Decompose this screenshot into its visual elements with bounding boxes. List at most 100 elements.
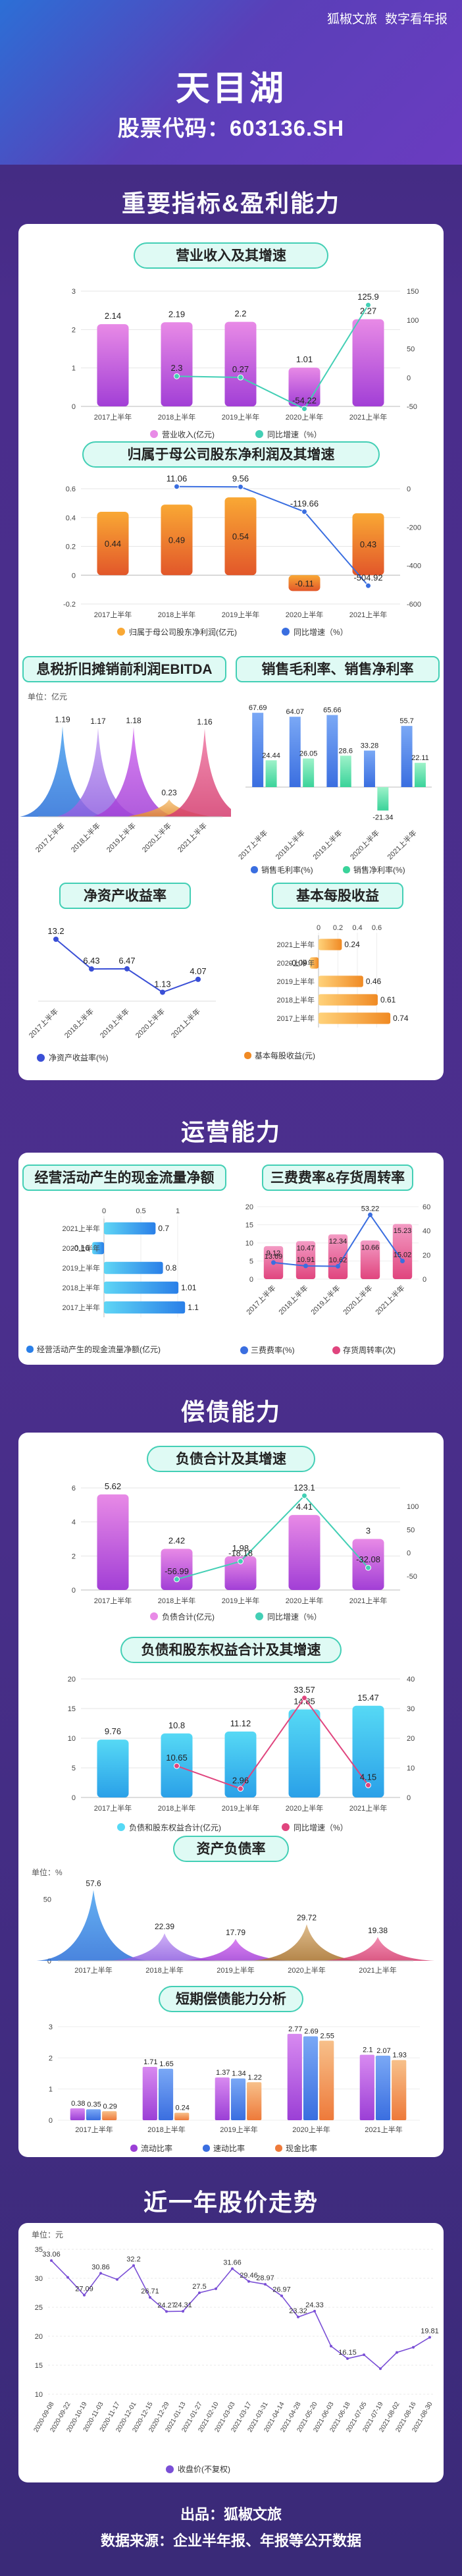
growth-value-label: -504.92 (353, 572, 382, 582)
x-tick-label: 2020上半年 (140, 821, 174, 854)
price-point (313, 2309, 316, 2313)
chart-roe: 13.2 2017上半年 6.43 2018上半年 6.47 2019上半年 1.13 202… (27, 926, 216, 1062)
x-tick-label: 2019上半年 (217, 1965, 254, 1975)
x-tick-label: 2021上半年 (373, 1283, 407, 1317)
y-tick-left: 0.2 (66, 543, 76, 551)
growth-value-label: -119.66 (290, 499, 319, 508)
value-label: 1.18 (126, 716, 141, 725)
y-tick-left: 15 (68, 1705, 76, 1713)
y-tick-label: 15 (35, 2362, 43, 2370)
legend-label: 同比增速（%） (267, 430, 322, 439)
legend-swatch (244, 1052, 251, 1059)
area-spike (107, 1933, 222, 1961)
fee-value-label: 15.02 (394, 1251, 412, 1259)
price-value-label: 24.33 (305, 2301, 324, 2309)
price-value-label: 33.06 (42, 2251, 61, 2259)
brand-name: 狐椒文旅 (326, 13, 377, 26)
value-label: 22.39 (155, 1922, 174, 1931)
bar (288, 1709, 321, 1797)
bar (215, 2077, 230, 2120)
price-point (132, 2264, 135, 2267)
legend-swatch (332, 1346, 340, 1354)
bar (92, 1242, 104, 1255)
legend-label: 经营活动产生的现金流量净额(亿元) (37, 1344, 161, 1354)
bar-value-label: 24.44 (262, 752, 280, 759)
bar-value-label: 1.22 (247, 2073, 261, 2081)
growth-point (238, 1558, 244, 1564)
y-tick-left: 3 (72, 288, 76, 296)
x-tick-label: 2020上半年 (292, 2125, 330, 2134)
bar-value-label: -0.11 (295, 578, 314, 588)
legend-label: 销售毛利率(%) (261, 865, 313, 875)
legend-label: 三费费率(%) (251, 1345, 295, 1355)
y-tick-left: 0 (72, 403, 76, 411)
chart-title-margin: 销售毛利率、销售净利率 (236, 656, 440, 682)
y-tick-left: 10 (245, 1240, 253, 1247)
legend-swatch (117, 628, 125, 636)
legend-label: 收盘价(不复权) (178, 2464, 230, 2474)
bar-value-label: 55.7 (399, 717, 413, 725)
price-value-label: 32.2 (126, 2256, 140, 2264)
legend-label: 归属于母公司股东净利润(亿元) (129, 627, 237, 637)
bar-value-label: 0.43 (360, 539, 376, 549)
x-tick-label: 2017上半年 (94, 1803, 132, 1813)
roe-point (53, 937, 59, 942)
bar (303, 758, 315, 787)
fee-value-label: 10.91 (297, 1256, 315, 1264)
bar-value-label: 9.12 (267, 1249, 280, 1257)
legend-swatch (275, 2145, 282, 2152)
price-point (165, 2310, 168, 2313)
x-tick-label: 2019上半年 (220, 2125, 257, 2134)
bar (287, 2033, 302, 2120)
y-tick-left: 2 (72, 1552, 76, 1560)
bar-value-label: -21.34 (372, 814, 393, 822)
legend-label: 负债和股东权益合计(亿元) (129, 1822, 221, 1832)
bar-value-label: 0.49 (168, 535, 185, 545)
y-tick-left: 0 (72, 572, 76, 580)
x-tick-label: 2018上半年 (145, 1965, 183, 1975)
area-spike (249, 1924, 364, 1961)
fee-point (368, 1212, 372, 1217)
growth-point (365, 1564, 371, 1571)
bar-value-label: 0.24 (175, 2104, 189, 2112)
growth-value-label: 10.65 (166, 1753, 188, 1763)
bar (295, 1241, 316, 1279)
price-point (379, 2367, 382, 2370)
section-title-operation: 运营能力 (180, 1118, 281, 1145)
y-tick-right: 0 (423, 1276, 426, 1284)
y-tick-right: 40 (407, 1676, 415, 1684)
footer-source: 出品：狐椒文旅 (180, 2506, 282, 2523)
price-point (264, 2283, 267, 2286)
bar-value-label: 10.47 (297, 1244, 315, 1252)
price-point (396, 2351, 398, 2354)
x-tick-label: 2017上半年 (34, 821, 67, 854)
area-spike (55, 728, 141, 817)
bar-value-label: 0.61 (380, 995, 396, 1004)
bar-value-label: 2.2 (234, 309, 246, 319)
bar (352, 513, 384, 576)
x-tick-label: 1 (176, 1207, 180, 1215)
y-tick-label: 35 (35, 2246, 43, 2254)
roe-point (124, 966, 130, 972)
chart-cashflow: 0 0.5 1 2021上半年 0.7 2020上半年-0.16 2019上半年 0.8 201… (26, 1207, 199, 1354)
price-point (83, 2293, 86, 2297)
bar-value-label: 0.29 (103, 2102, 116, 2110)
fee-value-label: 53.22 (361, 1205, 380, 1213)
bar (224, 321, 257, 406)
bar-value-label: 0.8 (166, 1263, 177, 1273)
bar (158, 2068, 174, 2120)
x-tick-label: 2018上半年 (158, 610, 195, 619)
bar (377, 787, 389, 811)
chart-title-eps: 基本每股收益 (272, 883, 403, 909)
chart-title-debtratio: 资产负债率 (173, 1836, 289, 1862)
x-tick-label: 2020上半年 (288, 1965, 325, 1975)
y-tick-right: -400 (407, 562, 421, 570)
stock-code: 603136.SH (229, 116, 345, 140)
unit-label: 单位：亿元 (28, 692, 67, 701)
x-tick-label: 2017上半年 (236, 828, 270, 862)
bar-value-label: 2.77 (288, 2025, 302, 2033)
bar (97, 1494, 129, 1590)
panel-profit: 营业收入及其增速 0 1 2 3 -50 0 50 100 150 2.14 2017上半年 2.19… (18, 224, 444, 1080)
price-point (182, 2310, 184, 2313)
legend-label: 存货周转率(次) (343, 1345, 396, 1355)
